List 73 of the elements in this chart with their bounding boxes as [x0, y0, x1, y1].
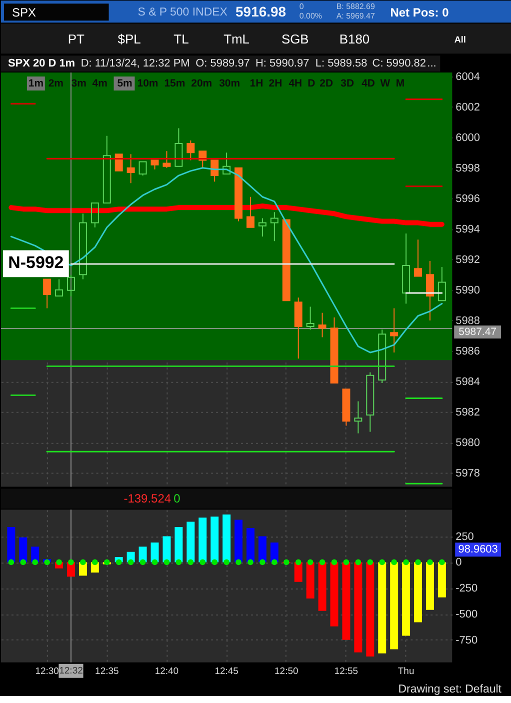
y-tick-label: 5990: [456, 284, 480, 296]
annotation: 5m: [117, 78, 132, 90]
text: B180: [339, 32, 370, 47]
annotation: 20m: [191, 78, 212, 90]
annotation: W: [380, 78, 390, 90]
text: L: 5989.58: [315, 58, 368, 70]
text: SPX: [12, 6, 36, 20]
annotation: 10m: [137, 78, 158, 90]
y-tick-label: 5984: [456, 376, 480, 388]
text: C: 5990.82: [372, 58, 426, 70]
text: D: 11/13/24, 12:32 PM: [80, 58, 190, 70]
y-tick-label: 5994: [456, 223, 480, 236]
x-tick-label: 12:45: [214, 666, 238, 677]
y-tick-label: -750: [456, 634, 478, 646]
x-tick-label: 12:35: [95, 666, 119, 677]
y-tick-label: 6004: [456, 70, 480, 83]
text: PT: [68, 32, 85, 47]
y-tick-label: 5988: [456, 314, 480, 327]
annotation: M: [396, 78, 405, 90]
x-tick-label: 12:32: [59, 665, 83, 676]
text: S & P 500 INDEX: [138, 6, 228, 19]
y-tick-label: 5998: [456, 162, 480, 174]
text: 0: [174, 492, 181, 506]
y-tick-label: 0: [456, 556, 462, 569]
annotation: 2D: [320, 78, 334, 90]
annotation: 15m: [164, 78, 186, 90]
annotation: N-5992: [8, 253, 64, 272]
text: Drawing set: Default: [398, 683, 502, 696]
annotation: 2m: [48, 78, 64, 90]
y-tick-label: 250: [456, 530, 474, 543]
text: Net Pos: 0: [390, 6, 450, 20]
text: TL: [174, 32, 189, 47]
x-tick-label: Thu: [398, 666, 414, 677]
ref-line-label: 5987.47: [458, 327, 497, 338]
annotation: 4m: [92, 78, 108, 90]
x-tick-label: 12:40: [154, 666, 179, 677]
x-tick-label: 12:50: [274, 666, 298, 677]
text: 98.9603: [458, 544, 498, 556]
y-tick-label: -250: [456, 582, 478, 595]
annotation: 3m: [71, 78, 86, 90]
x-tick-label: 12:55: [334, 666, 358, 677]
annotation: 1m: [28, 78, 44, 90]
y-tick-label: -500: [456, 608, 478, 620]
text: -139.524: [124, 492, 172, 506]
y-tick-label: 5982: [456, 406, 480, 418]
text: 5916.98: [236, 4, 286, 20]
text: O: 5989.97: [196, 58, 250, 70]
annotation: 1H: [250, 78, 264, 90]
y-tick-label: 5978: [456, 467, 480, 480]
text: All: [454, 34, 466, 45]
text: $PL: [118, 32, 141, 47]
y-tick-label: 5992: [456, 254, 480, 266]
text: ...: [427, 58, 436, 70]
y-tick-label: 6000: [456, 132, 480, 144]
text: B: 5882.69: [336, 2, 376, 12]
y-tick-label: 5980: [456, 436, 480, 449]
y-tick-label: 5996: [456, 192, 480, 205]
text: 0.00%: [299, 12, 322, 21]
y-tick-label: 6002: [456, 101, 480, 114]
annotation: 30m: [219, 78, 240, 90]
text: A: 5969.47: [336, 12, 376, 21]
x-tick-label: 12:30: [35, 666, 59, 677]
text: H: 5990.97: [256, 58, 310, 70]
annotation: 4H: [288, 78, 302, 90]
text: TmL: [224, 32, 250, 47]
chart-title: SPX 20 D 1m: [8, 58, 76, 70]
annotation: 2H: [268, 78, 282, 90]
annotation: D: [308, 78, 316, 90]
annotation: 3D: [340, 78, 354, 90]
annotation: 4D: [362, 78, 376, 90]
y-tick-label: 5986: [456, 345, 480, 358]
text: 0: [299, 2, 304, 12]
text: SGB: [281, 32, 309, 47]
